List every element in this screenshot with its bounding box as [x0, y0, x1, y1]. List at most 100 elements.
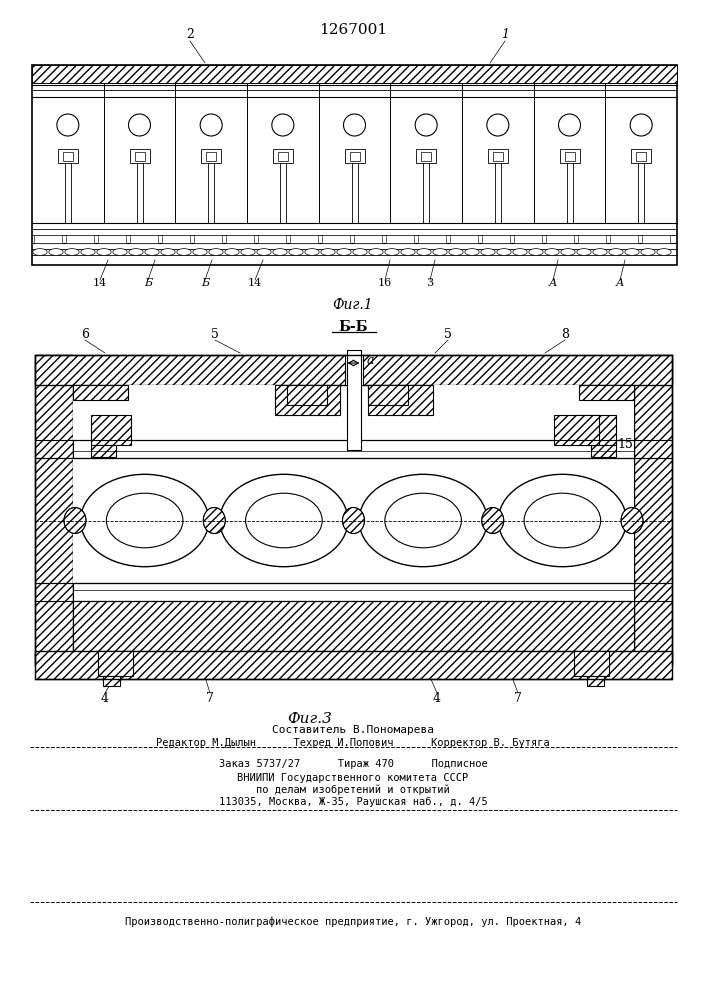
- Ellipse shape: [81, 249, 95, 255]
- Ellipse shape: [288, 249, 303, 255]
- Ellipse shape: [225, 249, 239, 255]
- Text: А: А: [549, 278, 557, 288]
- Bar: [130, 65, 160, 83]
- Text: А: А: [616, 278, 624, 288]
- Ellipse shape: [64, 508, 86, 534]
- Bar: [278, 152, 288, 161]
- Bar: [194, 65, 225, 83]
- Text: 7: 7: [514, 692, 522, 706]
- Ellipse shape: [481, 508, 504, 534]
- Bar: [273, 149, 293, 163]
- Text: 7: 7: [206, 692, 214, 706]
- Ellipse shape: [498, 474, 626, 567]
- Circle shape: [559, 114, 580, 136]
- Circle shape: [271, 114, 294, 136]
- Text: Редактор М.Дылын      Техред И.Попович      Корректор В. Бутяга: Редактор М.Дылын Техред И.Попович Коррек…: [156, 738, 550, 748]
- Bar: [129, 149, 149, 163]
- Bar: [484, 65, 515, 83]
- Text: Фиг.3: Фиг.3: [288, 712, 332, 726]
- Bar: [578, 235, 606, 243]
- Bar: [73, 385, 274, 435]
- Ellipse shape: [273, 249, 287, 255]
- Bar: [421, 152, 431, 161]
- Bar: [349, 152, 359, 161]
- Ellipse shape: [369, 249, 383, 255]
- Text: Производственно-полиграфическое предприятие, г. Ужгород, ул. Проектная, 4: Производственно-полиграфическое предприя…: [125, 917, 581, 927]
- Bar: [286, 385, 327, 405]
- Bar: [130, 235, 158, 243]
- Bar: [368, 385, 433, 415]
- Ellipse shape: [657, 249, 671, 255]
- Bar: [91, 415, 131, 445]
- Bar: [65, 65, 95, 83]
- Text: 5: 5: [444, 328, 452, 342]
- Bar: [98, 651, 133, 676]
- Bar: [450, 235, 478, 243]
- Bar: [73, 458, 634, 583]
- Ellipse shape: [193, 249, 207, 255]
- Bar: [63, 152, 73, 161]
- Text: ВНИИПИ Государственного комитета СССР: ВНИИПИ Государственного комитета СССР: [238, 773, 469, 783]
- Bar: [581, 65, 612, 83]
- Ellipse shape: [321, 249, 335, 255]
- Ellipse shape: [592, 249, 607, 255]
- Bar: [576, 415, 616, 445]
- Bar: [636, 152, 646, 161]
- Ellipse shape: [609, 249, 623, 255]
- Bar: [564, 152, 575, 161]
- Bar: [32, 65, 677, 83]
- Bar: [194, 235, 222, 243]
- Bar: [614, 65, 644, 83]
- Circle shape: [415, 114, 437, 136]
- Bar: [452, 65, 482, 83]
- Bar: [258, 235, 286, 243]
- Text: 1267001: 1267001: [319, 23, 387, 37]
- Ellipse shape: [577, 249, 591, 255]
- Ellipse shape: [160, 249, 175, 255]
- Ellipse shape: [220, 474, 348, 567]
- Text: 14: 14: [248, 278, 262, 288]
- Text: Фиг.1: Фиг.1: [333, 298, 373, 312]
- Bar: [162, 235, 190, 243]
- Text: 14: 14: [93, 278, 107, 288]
- Bar: [226, 65, 257, 83]
- Text: 5: 5: [211, 328, 219, 342]
- Bar: [66, 235, 94, 243]
- Bar: [323, 65, 354, 83]
- Text: 113035, Москва, Ж-35, Раушская наб., д. 4/5: 113035, Москва, Ж-35, Раушская наб., д. …: [218, 797, 487, 807]
- Bar: [356, 65, 386, 83]
- Ellipse shape: [401, 249, 415, 255]
- Bar: [559, 149, 580, 163]
- Bar: [514, 235, 542, 243]
- Circle shape: [57, 114, 79, 136]
- Bar: [416, 149, 436, 163]
- Bar: [73, 583, 634, 601]
- Ellipse shape: [481, 249, 495, 255]
- Text: Б: Б: [201, 278, 209, 288]
- Bar: [91, 445, 116, 457]
- Bar: [387, 65, 418, 83]
- Bar: [291, 65, 321, 83]
- Ellipse shape: [497, 249, 511, 255]
- Ellipse shape: [106, 493, 183, 548]
- Ellipse shape: [641, 249, 655, 255]
- Text: 3: 3: [426, 278, 433, 288]
- Text: 2: 2: [186, 28, 194, 41]
- Ellipse shape: [241, 249, 255, 255]
- Text: Заказ 5737/27      Тираж 470      Подписное: Заказ 5737/27 Тираж 470 Подписное: [218, 759, 487, 769]
- Ellipse shape: [353, 249, 367, 255]
- Bar: [206, 152, 216, 161]
- Circle shape: [487, 114, 509, 136]
- Ellipse shape: [464, 249, 479, 255]
- Ellipse shape: [625, 249, 639, 255]
- Bar: [418, 235, 446, 243]
- Bar: [98, 65, 128, 83]
- Bar: [549, 65, 579, 83]
- Bar: [34, 235, 62, 243]
- Bar: [73, 355, 634, 665]
- Bar: [546, 235, 574, 243]
- Ellipse shape: [97, 249, 111, 255]
- Circle shape: [200, 114, 222, 136]
- Ellipse shape: [621, 508, 643, 534]
- Bar: [579, 385, 634, 400]
